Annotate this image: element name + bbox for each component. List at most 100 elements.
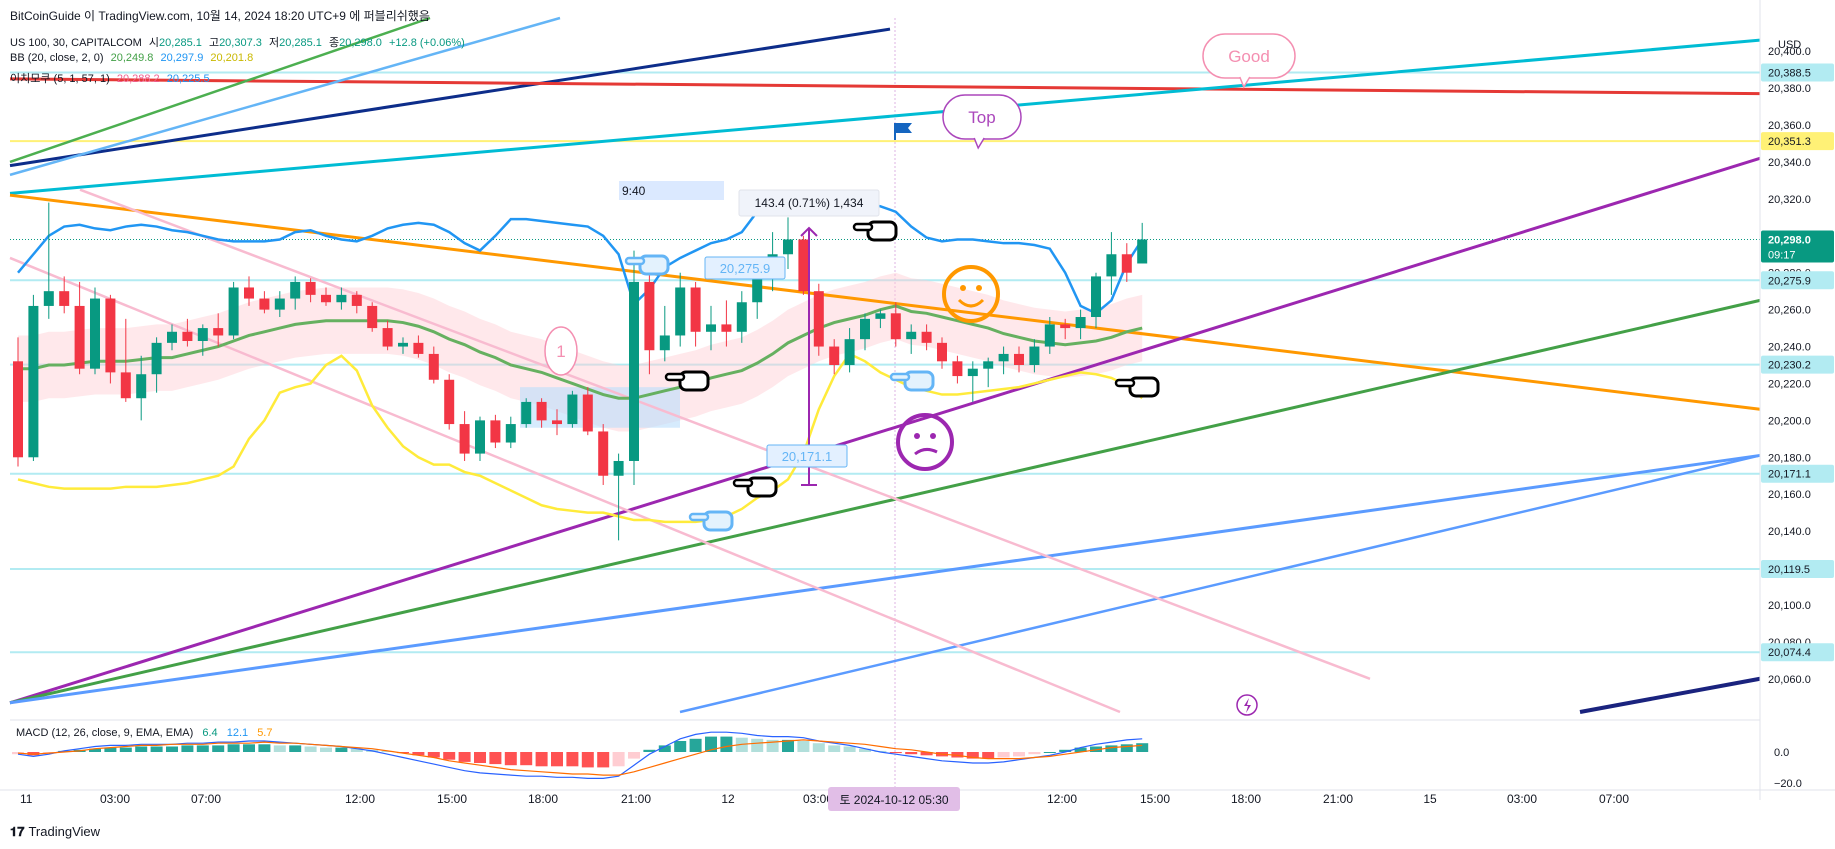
candle-body[interactable] — [598, 431, 609, 476]
candle-body[interactable] — [967, 368, 978, 377]
candle-body[interactable] — [875, 313, 886, 319]
candle-body[interactable] — [644, 281, 655, 351]
candle-body[interactable] — [90, 298, 100, 369]
candle-body[interactable] — [120, 372, 131, 399]
time-tick-label: 12:00 — [1047, 792, 1077, 806]
candle-body[interactable] — [1060, 324, 1071, 329]
trend-line-navy[interactable] — [9, 27, 891, 168]
candle-body[interactable] — [829, 346, 840, 365]
candle-body[interactable] — [813, 291, 824, 347]
candle-body[interactable] — [1137, 239, 1148, 264]
trend-line-blue[interactable] — [9, 453, 1761, 705]
macd-histogram-bar — [304, 746, 317, 752]
candle-body[interactable] — [952, 361, 963, 377]
candle-body[interactable] — [582, 394, 593, 432]
candle-body[interactable] — [629, 281, 639, 461]
tradingview-logo[interactable]: 𝟏𝟕 TradingView — [10, 824, 100, 840]
candle-body[interactable] — [706, 324, 716, 332]
candle-body[interactable] — [321, 294, 331, 303]
good-callout[interactable]: Good — [1202, 33, 1296, 89]
candle-body[interactable] — [659, 335, 670, 351]
trend-line-navy-lower[interactable] — [1579, 676, 1761, 714]
lightning-icon[interactable] — [1236, 694, 1258, 716]
candle-body[interactable] — [752, 276, 763, 303]
candle-body[interactable] — [552, 420, 562, 425]
candle-body[interactable] — [59, 291, 70, 306]
candle-body[interactable] — [1044, 324, 1055, 347]
candle-body[interactable] — [937, 342, 947, 362]
candle-body[interactable] — [444, 379, 455, 425]
candle-body[interactable] — [536, 401, 547, 421]
candle-body[interactable] — [783, 239, 793, 255]
candle-body[interactable] — [690, 287, 701, 332]
candle-body[interactable] — [413, 342, 424, 354]
candle-body[interactable] — [74, 305, 85, 369]
candle-body[interactable] — [1029, 346, 1040, 365]
candle-body[interactable] — [675, 287, 686, 336]
candle-body[interactable] — [167, 331, 177, 343]
candle-body[interactable] — [259, 298, 270, 310]
candle-body[interactable] — [459, 424, 470, 454]
candle-body[interactable] — [305, 281, 316, 295]
candle-body[interactable] — [475, 420, 485, 454]
candle-body[interactable] — [906, 331, 917, 340]
candle-body[interactable] — [1121, 254, 1132, 273]
candle-body[interactable] — [105, 298, 116, 373]
candle-body[interactable] — [567, 394, 578, 425]
candle-body[interactable] — [721, 324, 732, 332]
candle-body[interactable] — [998, 353, 1009, 362]
trend-line-cyan[interactable] — [9, 38, 1761, 195]
candle-body[interactable] — [367, 305, 378, 329]
candle-body[interactable] — [351, 294, 362, 306]
price-tag-low-box[interactable] — [766, 444, 848, 468]
trend-line-blue-upper[interactable] — [9, 16, 561, 177]
publish-title: BitCoinGuide 이 TradingView.com, 10월 14, … — [10, 9, 430, 23]
candle-body[interactable] — [860, 318, 870, 340]
candle-body[interactable] — [197, 328, 208, 342]
candle-body[interactable] — [521, 401, 532, 425]
candle-body[interactable] — [182, 331, 193, 342]
candle-body[interactable] — [890, 313, 901, 340]
candle-body[interactable] — [921, 331, 932, 343]
candle-body[interactable] — [490, 420, 501, 443]
candle-body[interactable] — [613, 460, 624, 476]
candle-body[interactable] — [274, 298, 285, 310]
confused-face-icon[interactable] — [896, 413, 954, 471]
trend-line-green-upper[interactable] — [9, 16, 431, 164]
pink-channel-lower[interactable] — [9, 256, 1121, 714]
trend-line-purple[interactable] — [9, 156, 1761, 705]
candle-body[interactable] — [983, 361, 994, 369]
candle-body[interactable] — [844, 339, 855, 365]
candle-body[interactable] — [213, 328, 224, 336]
trend-line-green[interactable] — [9, 298, 1761, 705]
candle-body[interactable] — [28, 305, 39, 458]
candle-body[interactable] — [136, 374, 147, 399]
trend-line-blue-2[interactable] — [679, 454, 1761, 714]
candle-body[interactable] — [43, 291, 54, 306]
smiley-icon[interactable] — [942, 265, 1000, 323]
price-tag-high-box[interactable] — [704, 256, 786, 280]
candle-body[interactable] — [398, 342, 408, 347]
top-callout[interactable]: Top — [942, 94, 1022, 150]
candle-body[interactable] — [1106, 254, 1117, 277]
candle-body[interactable] — [290, 281, 301, 299]
candle-body[interactable] — [1014, 353, 1024, 365]
candle-body[interactable] — [228, 287, 239, 336]
candle-body[interactable] — [336, 294, 347, 303]
pointing-hand-icon-1-finger — [852, 222, 874, 232]
candle-body[interactable] — [151, 342, 162, 375]
trend-line-red[interactable] — [9, 77, 1761, 96]
one-callout[interactable]: 1 — [544, 326, 578, 376]
macd-histogram-bar — [612, 752, 625, 767]
pink-channel-upper[interactable] — [79, 188, 1371, 680]
candle-body[interactable] — [244, 287, 254, 299]
candle-body[interactable] — [1075, 317, 1086, 329]
candle-body[interactable] — [13, 361, 23, 458]
candle-body[interactable] — [1091, 276, 1101, 318]
candle-body[interactable] — [428, 353, 439, 380]
candle-body[interactable] — [505, 424, 516, 443]
candle-body[interactable] — [382, 328, 393, 347]
candle-body[interactable] — [736, 302, 747, 332]
candle-body[interactable] — [798, 239, 809, 292]
